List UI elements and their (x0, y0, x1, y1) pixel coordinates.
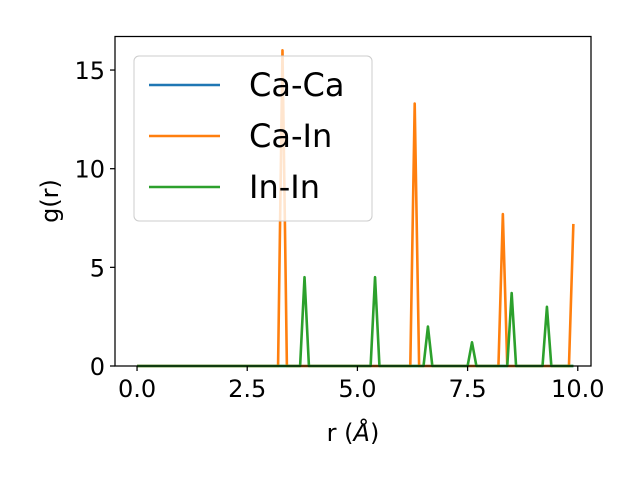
x-tick-label: 0.0 (118, 375, 156, 403)
x-tick-label: 5.0 (338, 375, 376, 403)
legend-label-ca-in: Ca-In (249, 117, 332, 155)
x-tick-label: 2.5 (228, 375, 266, 403)
x-tick-label: 7.5 (449, 375, 487, 403)
x-axis-ticks: 0.0 2.5 5.0 7.5 10.0 (118, 366, 604, 403)
x-axis-label: r (Å) (327, 418, 380, 447)
y-tick-label: 15 (74, 57, 105, 85)
legend-label-in-in: In-In (249, 168, 320, 206)
y-axis-label: g(r) (36, 179, 64, 223)
legend-box (133, 55, 373, 222)
y-axis-ticks: 0 5 10 15 (74, 57, 115, 381)
x-tick-label: 10.0 (551, 375, 604, 403)
legend: Ca-Ca Ca-In In-In (133, 55, 373, 222)
y-tick-label: 5 (90, 254, 105, 282)
y-tick-label: 10 (74, 156, 105, 184)
axes-frame (114, 35, 592, 367)
y-tick-label: 0 (90, 353, 105, 381)
legend-label-ca-ca: Ca-Ca (249, 66, 344, 104)
